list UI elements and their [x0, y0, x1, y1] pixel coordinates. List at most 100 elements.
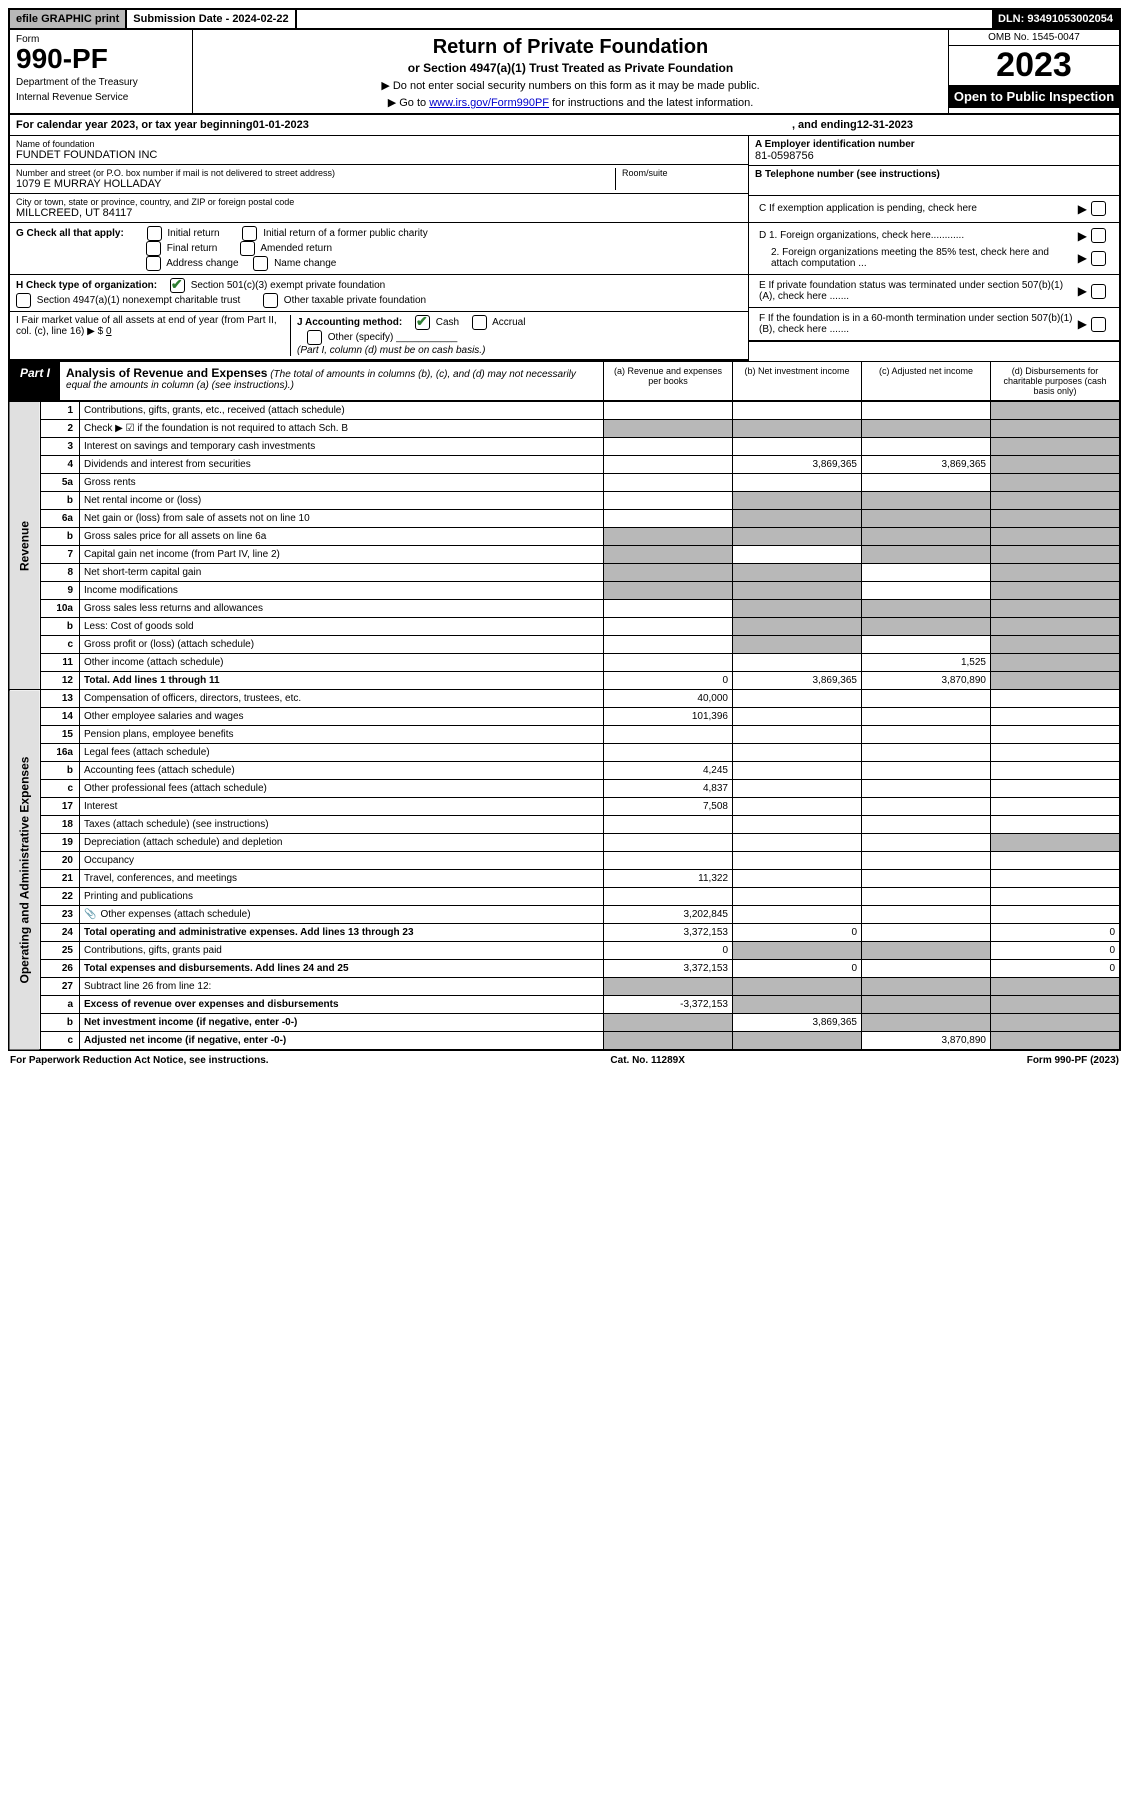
cell-b	[733, 600, 862, 618]
cell-b	[733, 888, 862, 906]
cell-d	[991, 618, 1121, 636]
cell-a	[604, 1014, 733, 1032]
row-desc: Total operating and administrative expen…	[80, 924, 604, 942]
row-desc: Capital gain net income (from Part IV, l…	[80, 546, 604, 564]
cell-b: 0	[733, 924, 862, 942]
cell-d	[991, 906, 1121, 924]
g-final-checkbox[interactable]	[146, 241, 161, 256]
row-number: 5a	[41, 474, 80, 492]
cell-c: 1,525	[862, 654, 991, 672]
j-cash-checkbox[interactable]	[415, 315, 430, 330]
g-amended-checkbox[interactable]	[240, 241, 255, 256]
row-desc: Total. Add lines 1 through 11	[80, 672, 604, 690]
col-c-header: (c) Adjusted net income	[861, 362, 990, 400]
row-number: c	[41, 780, 80, 798]
cell-c	[862, 690, 991, 708]
row-number: 19	[41, 834, 80, 852]
cell-b	[733, 510, 862, 528]
omb-number: OMB No. 1545-0047	[949, 30, 1119, 46]
cell-d	[991, 816, 1121, 834]
cell-b	[733, 546, 862, 564]
h-other-checkbox[interactable]	[263, 293, 278, 308]
open-public-badge: Open to Public Inspection	[949, 85, 1119, 108]
cell-c	[862, 798, 991, 816]
f-checkbox[interactable]	[1091, 317, 1106, 332]
cell-b	[733, 438, 862, 456]
cell-d: 0	[991, 924, 1121, 942]
cell-a	[604, 978, 733, 996]
cell-c	[862, 420, 991, 438]
cell-a	[604, 582, 733, 600]
tax-year: 2023	[949, 46, 1119, 85]
cell-b	[733, 618, 862, 636]
topbar: efile GRAPHIC print Submission Date - 20…	[8, 8, 1121, 30]
cell-a: 3,372,153	[604, 960, 733, 978]
row-number: b	[41, 528, 80, 546]
cell-b	[733, 978, 862, 996]
row-desc: Gross sales less returns and allowances	[80, 600, 604, 618]
cell-c	[862, 564, 991, 582]
cell-a	[604, 510, 733, 528]
footer-left: For Paperwork Reduction Act Notice, see …	[10, 1055, 269, 1066]
d1-checkbox[interactable]	[1091, 228, 1106, 243]
row-number: b	[41, 492, 80, 510]
row-number: 17	[41, 798, 80, 816]
e-checkbox[interactable]	[1091, 284, 1106, 299]
cell-d	[991, 834, 1121, 852]
row-desc: Accounting fees (attach schedule)	[80, 762, 604, 780]
cell-d	[991, 420, 1121, 438]
cell-c	[862, 996, 991, 1014]
row-number: 15	[41, 726, 80, 744]
cell-b: 3,869,365	[733, 1014, 862, 1032]
i-label: I Fair market value of all assets at end…	[16, 315, 277, 337]
calendar-year-row: For calendar year 2023, or tax year begi…	[8, 115, 1121, 136]
row-number: b	[41, 762, 80, 780]
j-other-checkbox[interactable]	[307, 330, 322, 345]
row-desc: Contributions, gifts, grants paid	[80, 942, 604, 960]
row-desc: Travel, conferences, and meetings	[80, 870, 604, 888]
g-initial-checkbox[interactable]	[147, 226, 162, 241]
cell-d	[991, 1032, 1121, 1051]
cell-b	[733, 906, 862, 924]
cell-c: 3,869,365	[862, 456, 991, 474]
row-desc: 📎Other expenses (attach schedule)	[80, 906, 604, 924]
cell-d	[991, 456, 1121, 474]
row-desc: Legal fees (attach schedule)	[80, 744, 604, 762]
footer-mid: Cat. No. 11289X	[610, 1055, 684, 1066]
cell-c	[862, 888, 991, 906]
h-4947-checkbox[interactable]	[16, 293, 31, 308]
cell-a	[604, 636, 733, 654]
row-desc: Other employee salaries and wages	[80, 708, 604, 726]
row-number: 25	[41, 942, 80, 960]
d2-checkbox[interactable]	[1091, 251, 1106, 266]
cell-c	[862, 870, 991, 888]
row-desc: Excess of revenue over expenses and disb…	[80, 996, 604, 1014]
dept-treasury: Department of the Treasury	[16, 77, 186, 88]
j-note: (Part I, column (d) must be on cash basi…	[297, 345, 485, 356]
row-number: b	[41, 1014, 80, 1032]
row-desc: Compensation of officers, directors, tru…	[80, 690, 604, 708]
cell-c	[862, 942, 991, 960]
cell-b	[733, 816, 862, 834]
i-value: 0	[106, 326, 112, 337]
row-desc: Interest on savings and temporary cash i…	[80, 438, 604, 456]
cell-d	[991, 978, 1121, 996]
g-initial-former-checkbox[interactable]	[242, 226, 257, 241]
irs-link[interactable]: www.irs.gov/Form990PF	[429, 97, 549, 109]
cell-c	[862, 474, 991, 492]
row-number: 20	[41, 852, 80, 870]
c-checkbox[interactable]	[1091, 201, 1106, 216]
submission-date: Submission Date - 2024-02-22	[127, 10, 296, 28]
note-ssn: ▶ Do not enter social security numbers o…	[199, 79, 942, 92]
cell-c	[862, 906, 991, 924]
g-address-checkbox[interactable]	[146, 256, 161, 271]
h-501c3-checkbox[interactable]	[170, 278, 185, 293]
cell-d	[991, 762, 1121, 780]
room-label: Room/suite	[622, 168, 742, 178]
row-desc: Gross rents	[80, 474, 604, 492]
part1-label: Part I	[10, 362, 60, 400]
col-d-header: (d) Disbursements for charitable purpose…	[990, 362, 1119, 400]
g-name-checkbox[interactable]	[253, 256, 268, 271]
j-accrual-checkbox[interactable]	[472, 315, 487, 330]
attachment-icon[interactable]: 📎	[84, 909, 96, 920]
